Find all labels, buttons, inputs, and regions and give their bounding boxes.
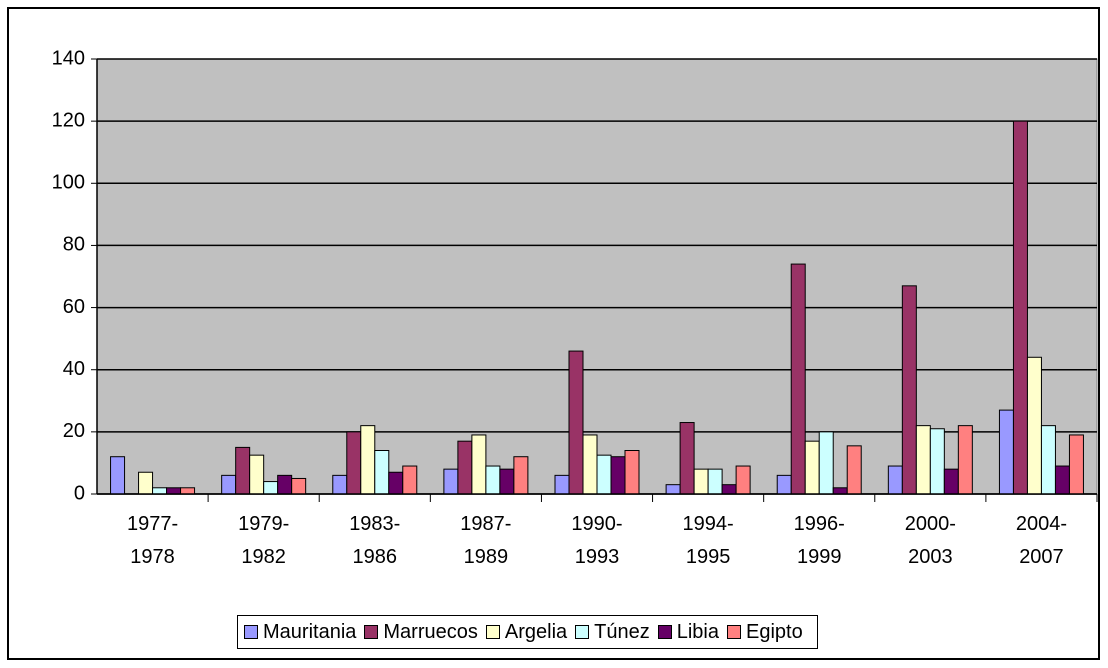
y-tick-label: 40 xyxy=(63,358,85,380)
bar xyxy=(776,474,792,495)
bar xyxy=(471,434,487,495)
x-tick-label: 1996-1999 xyxy=(793,513,845,568)
bar xyxy=(388,471,404,495)
legend-label: Túnez xyxy=(594,620,650,643)
legend-label: Egipto xyxy=(746,620,803,643)
bar xyxy=(624,450,640,495)
legend-swatch xyxy=(575,625,590,639)
bar xyxy=(943,468,959,495)
x-tick-label: 1994-1995 xyxy=(682,513,734,568)
y-tick-label: 20 xyxy=(63,420,85,442)
legend-label: Mauritania xyxy=(263,620,357,643)
bar xyxy=(735,465,751,495)
plot-area xyxy=(96,58,1098,495)
bar xyxy=(1026,356,1042,495)
bar xyxy=(957,425,973,495)
bar xyxy=(610,456,626,495)
bar xyxy=(166,487,182,495)
bar xyxy=(180,487,196,495)
legend-item: Egipto xyxy=(727,621,803,644)
legend-item: Libia xyxy=(657,620,719,644)
y-tick-label: 100 xyxy=(52,172,85,194)
bar xyxy=(790,263,806,495)
y-tick-label: 60 xyxy=(63,296,85,318)
bar xyxy=(665,484,681,495)
legend-swatch xyxy=(244,625,258,639)
legend-item: Argelia xyxy=(485,620,568,644)
bar xyxy=(110,456,126,495)
bar xyxy=(1040,425,1056,495)
bar xyxy=(443,468,459,495)
bar xyxy=(152,487,168,495)
bar xyxy=(374,450,390,495)
legend-item: Marruecos xyxy=(364,620,478,644)
bar xyxy=(485,465,501,495)
bar xyxy=(721,484,737,495)
legend-swatch xyxy=(485,625,500,639)
legend-swatch xyxy=(727,625,741,639)
bar xyxy=(332,474,348,495)
bar xyxy=(291,477,307,495)
bar xyxy=(277,474,293,495)
bar xyxy=(901,285,917,495)
bar xyxy=(346,431,362,495)
bar xyxy=(998,409,1014,495)
x-tick-label: 1983-1986 xyxy=(349,513,401,568)
bar xyxy=(221,474,237,495)
bar xyxy=(679,422,695,495)
legend-item: Mauritania xyxy=(244,621,356,644)
bar xyxy=(360,425,376,495)
bar xyxy=(235,446,251,495)
bar xyxy=(249,454,265,495)
bar xyxy=(887,465,903,495)
bar xyxy=(402,465,418,495)
x-tick-label: 2000-2003 xyxy=(904,513,956,568)
bar xyxy=(554,474,570,495)
bar xyxy=(138,471,154,495)
bar xyxy=(457,440,473,495)
legend-swatch xyxy=(657,625,672,639)
bar xyxy=(596,454,612,495)
y-tick-label: 140 xyxy=(52,47,85,69)
legend-item: Túnez xyxy=(575,621,650,644)
bar xyxy=(832,487,848,495)
bar xyxy=(915,425,931,495)
bar xyxy=(568,350,584,495)
bar xyxy=(582,434,598,495)
bar xyxy=(846,445,862,495)
y-tick-label: 0 xyxy=(74,482,85,504)
x-tick-label: 1990-1993 xyxy=(571,513,623,568)
legend-label: Libia xyxy=(676,620,719,643)
legend: Mauritania Marruecos Argelia Túnez Libia Egip… xyxy=(237,615,818,649)
x-tick-label: 1987-1989 xyxy=(460,513,512,568)
bar xyxy=(1068,434,1084,495)
x-tick-label: 1977-1978 xyxy=(126,513,179,568)
x-tick-label: 2004-2007 xyxy=(1015,513,1068,568)
bar xyxy=(263,481,279,495)
bar xyxy=(929,428,945,495)
legend-label: Marruecos xyxy=(383,620,478,643)
bar xyxy=(707,468,723,495)
y-tick-label: 120 xyxy=(52,109,85,131)
x-tick-label: 1979-1982 xyxy=(238,513,290,568)
bar xyxy=(818,431,834,495)
y-tick-label: 80 xyxy=(63,234,85,256)
legend-swatch xyxy=(364,625,379,639)
bar xyxy=(1012,120,1028,495)
bar xyxy=(693,468,709,495)
bar xyxy=(499,468,515,495)
bar xyxy=(804,440,820,495)
bar xyxy=(513,456,529,495)
legend-label: Argelia xyxy=(504,620,568,643)
bar xyxy=(1054,465,1070,495)
